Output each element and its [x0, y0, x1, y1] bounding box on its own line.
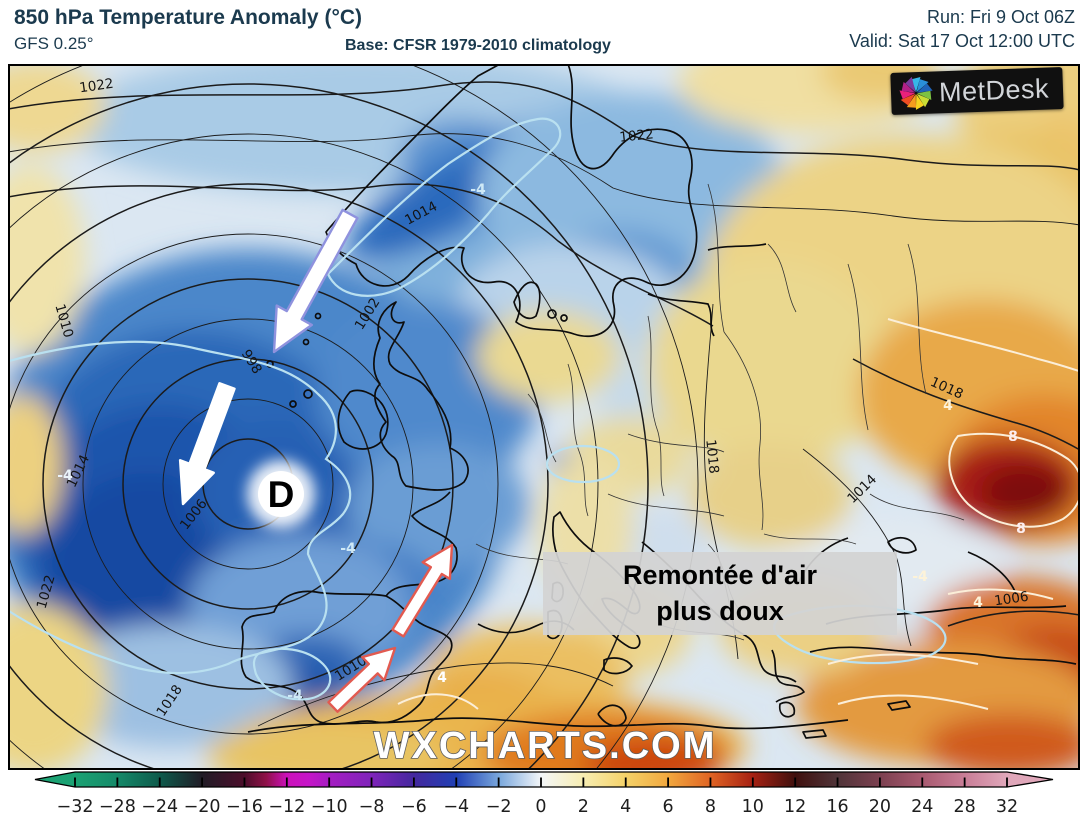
temperature-contour-label: -4 [912, 569, 928, 585]
warm-air-arrow [327, 646, 397, 713]
warm-anomaly-contours [397, 318, 1080, 710]
colorbar-tick-label: 12 [784, 797, 806, 817]
colorbar-tick-label: 6 [663, 797, 674, 817]
low-pressure-marker: D [247, 460, 315, 528]
low-pressure-letter: D [268, 474, 295, 515]
annotation-line1: Remontée d'air [623, 560, 817, 591]
climatology-base-label: Base: CFSR 1979-2010 climatology [345, 37, 611, 54]
metdesk-logo: MetDesk [890, 67, 1064, 115]
pinwheel-icon [899, 76, 933, 110]
colorbar: −32 −28 −24 −20 −16 −12 −10 −8 −6 −4 −2 0 2 4 6 8 10 12 16… [0, 770, 1088, 833]
temperature-anomaly-field [8, 64, 1080, 770]
run-time-label: Run: Fri 9 Oct 06Z [926, 7, 1075, 27]
isobar-label: 1022 [78, 76, 114, 97]
temperature-contour-label: 4 [437, 670, 447, 686]
temperature-contour-label: 4 [943, 398, 953, 414]
watermark: WXCHARTS.COM [374, 725, 717, 767]
cold-air-arrow [178, 382, 236, 506]
colorbar-tick-label: −6 [401, 797, 427, 817]
colorbar-tick-label: −10 [311, 797, 348, 817]
cold-air-arrow [272, 208, 359, 354]
colorbar-tick-label: 32 [996, 797, 1018, 817]
temperature-contour-label: 8 [1016, 521, 1026, 537]
weather-map: 1022101410221002101099810141006102210181… [8, 64, 1080, 770]
metdesk-logo-text: MetDesk [938, 72, 1050, 107]
colorbar-tick-label: −28 [99, 797, 136, 817]
temperature-contour-label: 8 [1008, 429, 1018, 445]
isobar-label: 1006 [993, 589, 1029, 610]
temperature-contour-label: -4 [470, 182, 486, 198]
colorbar-tick-label: −12 [268, 797, 305, 817]
colorbar-tick-label: 4 [620, 797, 631, 817]
colorbar-tick-label: −32 [57, 797, 94, 817]
temperature-contour-label: -4 [340, 541, 356, 557]
map-frame [8, 64, 1080, 770]
annotation-box: Remontée d'air plus doux [543, 552, 897, 635]
isobar-label: 1022 [619, 126, 655, 146]
air-flow-arrows [178, 208, 454, 713]
temperature-contour-label: -4 [57, 468, 73, 484]
map-area: 1022 1014 1022 1002 1010 998 1014 1006 1022 1018 1… [8, 64, 1080, 770]
colorbar-gradient [34, 771, 1054, 788]
temperature-contour-label: 4 [973, 595, 983, 611]
colorbar-tick-label: −20 [184, 797, 221, 817]
annotation-line2: plus doux [656, 595, 784, 626]
isobar-label: 1018 [702, 439, 722, 475]
colorbar-tick-label: −4 [443, 797, 469, 817]
colorbar-tick-labels: −32 −28 −24 −20 −16 −12 −10 −8 −6 −4 −2 0 2 4 6 8 10 12 16… [57, 797, 1019, 817]
temperature-contour-label: -4 [287, 688, 303, 704]
header: 850 hPa Temperature Anomaly (°C) GFS 0.2… [0, 0, 1088, 64]
colorbar-ticks [74, 777, 1008, 787]
page-title: 850 hPa Temperature Anomaly (°C) [14, 6, 362, 29]
colorbar-tick-label: 20 [869, 797, 891, 817]
colorbar-tick-label: 16 [826, 797, 848, 817]
contour-labels: -4 -4 -4 -4 4 8 8 -4 4 4 [57, 182, 1026, 704]
isobars [8, 64, 1080, 770]
model-label: GFS 0.25° [14, 34, 94, 53]
colorbar-tick-label: −24 [141, 797, 178, 817]
valid-time-label: Valid: Sat 17 Oct 12:00 UTC [849, 31, 1075, 51]
colorbar-tick-label: −8 [359, 797, 385, 817]
colorbar-tick-label: 8 [705, 797, 716, 817]
colorbar-tick-label: 24 [911, 797, 933, 817]
colorbar-tick-label: 10 [742, 797, 764, 817]
warm-air-arrow [391, 543, 454, 638]
colorbar-tick-label: 2 [578, 797, 589, 817]
colorbar-tick-label: 28 [953, 797, 975, 817]
colorbar-tick-label: 0 [535, 797, 546, 817]
colorbar-tick-label: −16 [226, 797, 263, 817]
colorbar-tick-label: −2 [486, 797, 512, 817]
